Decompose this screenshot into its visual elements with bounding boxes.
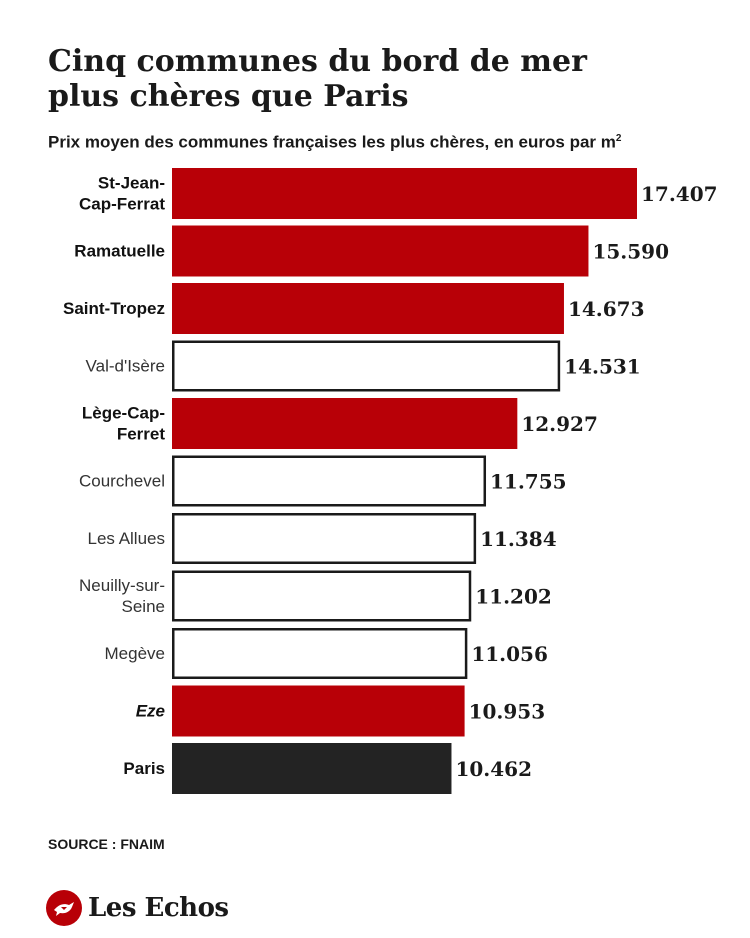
chart-subtitle: Prix moyen des communes françaises les p… <box>48 128 728 154</box>
category-label-0-0: St-Jean- <box>98 173 165 192</box>
logo-emblem-icon <box>46 890 82 926</box>
bar-value-label-6: 11.384 <box>480 527 557 551</box>
les-echos-logo: Les Echos <box>46 888 229 928</box>
category-label-6-0: Les Allues <box>88 529 166 548</box>
bar-value-label-2: 14.673 <box>568 297 645 321</box>
category-label-4-1: Ferret <box>117 424 166 443</box>
category-label-4-0: Lège-Cap- <box>82 403 165 422</box>
source-note: SOURCE : FNAIM <box>48 836 165 852</box>
bar-value-label-0: 17.407 <box>641 182 718 206</box>
chart-title: Cinq communes du bord de mer plus chères… <box>48 44 587 114</box>
bird-icon <box>54 902 74 916</box>
bar-value-label-5: 11.755 <box>490 470 567 494</box>
bar-value-label-9: 10.953 <box>469 700 546 724</box>
logo-wordmark: Les Echos <box>88 893 229 923</box>
category-label-0-1: Cap-Ferrat <box>79 194 165 213</box>
bar-3 <box>172 340 561 392</box>
bar-0 <box>172 168 637 219</box>
bar-7 <box>172 570 472 622</box>
bar-value-label-4: 12.927 <box>521 412 598 436</box>
category-label-10-0: Paris <box>123 759 165 778</box>
category-label-3-0: Val-d'Isère <box>86 356 165 375</box>
bar-value-label-1: 15.590 <box>592 240 669 264</box>
bar-10 <box>172 743 452 794</box>
bar-6 <box>172 513 477 564</box>
bar-1 <box>172 225 589 277</box>
bar-value-label-3: 14.531 <box>564 355 641 379</box>
bar-5 <box>172 455 487 507</box>
bar-chart: 17.407 St-Jean- Cap-Ferrat 15.590 Ramatuelle… <box>63 168 718 794</box>
category-label-5-0: Courchevel <box>79 471 165 490</box>
chart-subtitle-text: Prix moyen des communes françaises les p… <box>48 132 616 152</box>
category-label-2-0: Saint-Tropez <box>63 299 165 318</box>
category-label-7-1: Seine <box>122 597 165 616</box>
bar-4 <box>172 398 518 449</box>
bar-9 <box>172 685 465 737</box>
category-label-1-0: Ramatuelle <box>74 241 165 260</box>
category-label-9-0: Eze <box>136 701 165 720</box>
bar-value-label-8: 11.056 <box>471 642 548 666</box>
bar-8 <box>172 628 468 679</box>
category-label-7-0: Neuilly-sur- <box>79 576 165 595</box>
bar-value-label-10: 10.462 <box>455 757 532 781</box>
bar-value-label-7: 11.202 <box>475 585 552 609</box>
category-label-8-0: Megève <box>105 644 165 663</box>
bar-2 <box>172 283 564 334</box>
chart-subtitle-superscript: 2 <box>615 133 622 144</box>
